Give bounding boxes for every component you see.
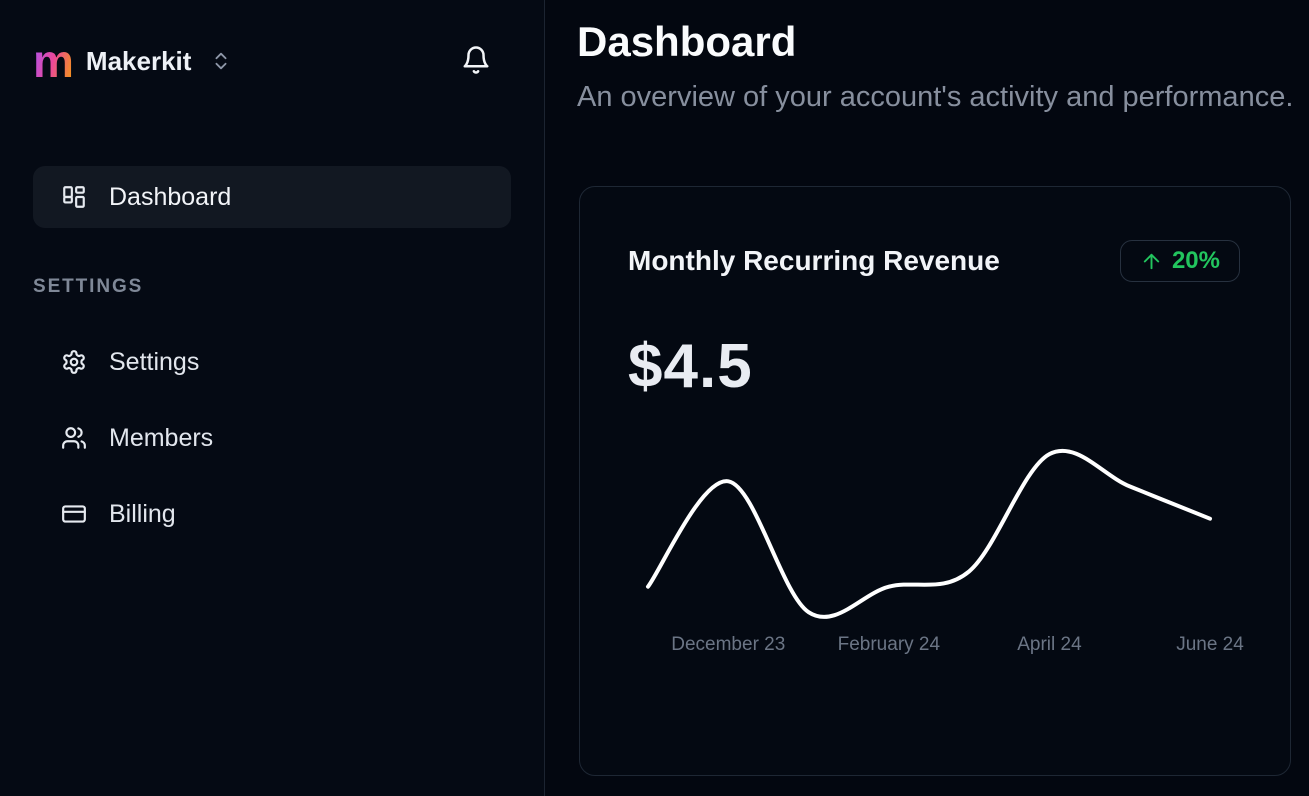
trend-badge: 20% [1119, 240, 1240, 282]
gear-icon [61, 349, 87, 375]
notifications-button[interactable] [461, 45, 491, 78]
sidebar-settings-group: Settings Members Billing [33, 340, 511, 536]
sidebar-nav: Dashboard SETTINGS Settings Members [33, 166, 511, 536]
sidebar-header: m Makerkit [33, 38, 511, 84]
arrow-up-icon [1140, 250, 1163, 273]
mrr-line-chart: December 23 February 24 April 24 June 24 [628, 434, 1244, 658]
mrr-card: Monthly Recurring Revenue 20% $4.5 Decem… [579, 186, 1291, 776]
page-subtitle: An overview of your account's activity a… [577, 81, 1294, 113]
bell-icon [461, 45, 491, 78]
team-name: Makerkit [85, 45, 192, 76]
trend-value: 20% [1171, 247, 1220, 274]
sidebar-item-label: Settings [109, 347, 200, 376]
mrr-card-title: Monthly Recurring Revenue [628, 245, 1000, 276]
main-content: Dashboard An overview of your account's … [545, 0, 1309, 796]
team-selector[interactable]: m Makerkit [33, 38, 232, 84]
sidebar: m Makerkit Dashboard SETTINGS [0, 0, 545, 796]
sidebar-item-dashboard[interactable]: Dashboard [33, 166, 511, 228]
sidebar-item-members[interactable]: Members [33, 416, 511, 460]
sidebar-item-billing[interactable]: Billing [33, 492, 511, 536]
x-axis-labels: December 23 February 24 April 24 June 24 [628, 632, 1244, 658]
x-axis-tick-label: April 24 [1017, 634, 1082, 655]
x-axis-tick-label: December 23 [671, 634, 786, 655]
mrr-card-header: Monthly Recurring Revenue 20% [628, 240, 1240, 282]
sidebar-item-settings[interactable]: Settings [33, 340, 511, 384]
sidebar-item-label: Members [109, 423, 214, 452]
chart-line [646, 448, 1212, 619]
makerkit-logo-icon: m [33, 35, 74, 87]
sidebar-item-label: Billing [109, 499, 176, 528]
page-title: Dashboard [577, 18, 797, 65]
layout-dashboard-icon [61, 184, 87, 210]
chevrons-up-down-icon [210, 50, 232, 75]
x-axis-tick-label: February 24 [837, 634, 941, 655]
sidebar-item-label: Dashboard [109, 182, 232, 211]
chart-canvas [646, 448, 1212, 619]
x-axis-tick-label: June 24 [1176, 634, 1244, 655]
mrr-value: $4.5 [628, 332, 753, 401]
users-icon [61, 425, 87, 451]
credit-card-icon [61, 501, 87, 527]
sidebar-section-settings-label: SETTINGS [33, 276, 144, 297]
